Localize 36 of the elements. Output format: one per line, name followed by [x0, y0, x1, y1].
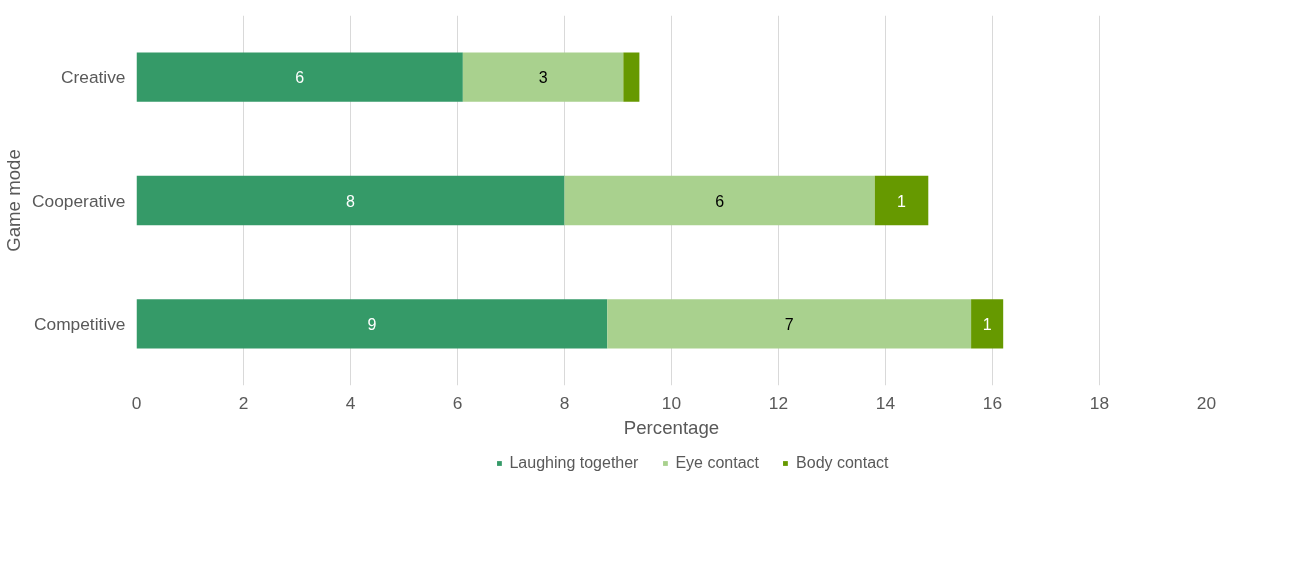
- data-label: 6: [295, 69, 305, 87]
- y-tick-label: Cooperative: [32, 190, 126, 211]
- data-label: 8: [346, 192, 356, 210]
- bar: [462, 52, 624, 102]
- x-tick-label: 6: [452, 392, 463, 413]
- data-label: 7: [784, 315, 794, 333]
- x-tick-label: 0: [131, 392, 142, 413]
- bar: [971, 299, 1004, 349]
- x-tick-label: 8: [559, 392, 570, 413]
- bar: [136, 175, 565, 226]
- y-tick-label: Creative: [60, 67, 126, 88]
- x-tick-label: 2: [238, 392, 249, 413]
- data-label: 6: [715, 192, 725, 210]
- y-axis-title: Game mode: [3, 149, 25, 252]
- bar: [136, 52, 463, 102]
- bar: [607, 299, 972, 349]
- x-axis-title: Percentage: [623, 416, 720, 438]
- data-label: 3: [538, 69, 548, 87]
- data-label: 1: [982, 315, 992, 333]
- legend-label: Body contact: [796, 453, 889, 472]
- bar: [623, 52, 640, 102]
- x-tick-label: 18: [1089, 392, 1110, 413]
- data-label: 1: [897, 192, 907, 210]
- legend-label: Eye contact: [675, 453, 760, 472]
- bar: [874, 175, 929, 226]
- bar: [136, 299, 608, 349]
- data-label: 9: [367, 315, 377, 333]
- x-tick-label: 12: [768, 392, 789, 413]
- y-tick-label: Competitive: [34, 313, 126, 334]
- x-tick-label: 20: [1196, 392, 1217, 413]
- x-tick-label: 16: [982, 392, 1003, 413]
- bar: [564, 175, 875, 226]
- x-tick-label: 4: [345, 392, 356, 413]
- x-tick-label: 10: [661, 392, 682, 413]
- legend-label: Laughing together: [509, 453, 639, 472]
- x-tick-label: 14: [875, 392, 896, 413]
